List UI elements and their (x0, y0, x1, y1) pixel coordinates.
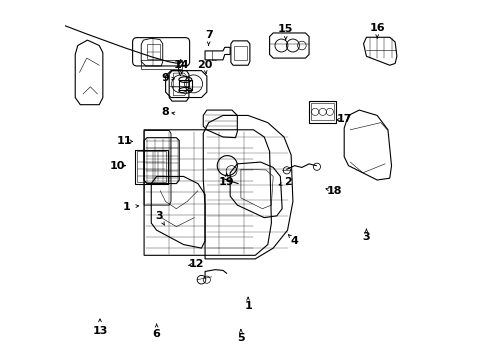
Bar (147, 44, 160, 59)
Bar (137, 151, 166, 182)
Text: 10: 10 (109, 161, 124, 171)
Bar (140, 60, 182, 69)
Text: 4: 4 (290, 236, 298, 246)
Text: 7: 7 (204, 30, 212, 40)
Text: 20: 20 (197, 60, 212, 70)
Text: 3: 3 (155, 211, 163, 221)
Text: 1: 1 (123, 202, 130, 212)
Text: 13: 13 (92, 325, 107, 336)
Bar (233, 45, 247, 60)
Text: 16: 16 (368, 23, 384, 33)
Text: 8: 8 (162, 107, 169, 117)
Bar (308, 101, 335, 123)
Text: 18: 18 (325, 186, 341, 196)
Bar (179, 80, 191, 90)
Bar (310, 103, 333, 121)
Text: 6: 6 (152, 329, 160, 339)
Text: 5: 5 (237, 333, 244, 343)
Text: 3: 3 (362, 232, 369, 242)
Text: 19: 19 (218, 177, 234, 187)
Text: 2: 2 (283, 177, 291, 187)
Text: 1: 1 (244, 301, 251, 311)
Text: 11: 11 (116, 136, 132, 145)
Text: 17: 17 (336, 114, 352, 124)
Text: 14: 14 (174, 60, 189, 70)
Bar (135, 149, 167, 184)
Text: 12: 12 (188, 259, 203, 269)
Text: 9: 9 (162, 73, 169, 83)
Text: 15: 15 (278, 24, 293, 35)
